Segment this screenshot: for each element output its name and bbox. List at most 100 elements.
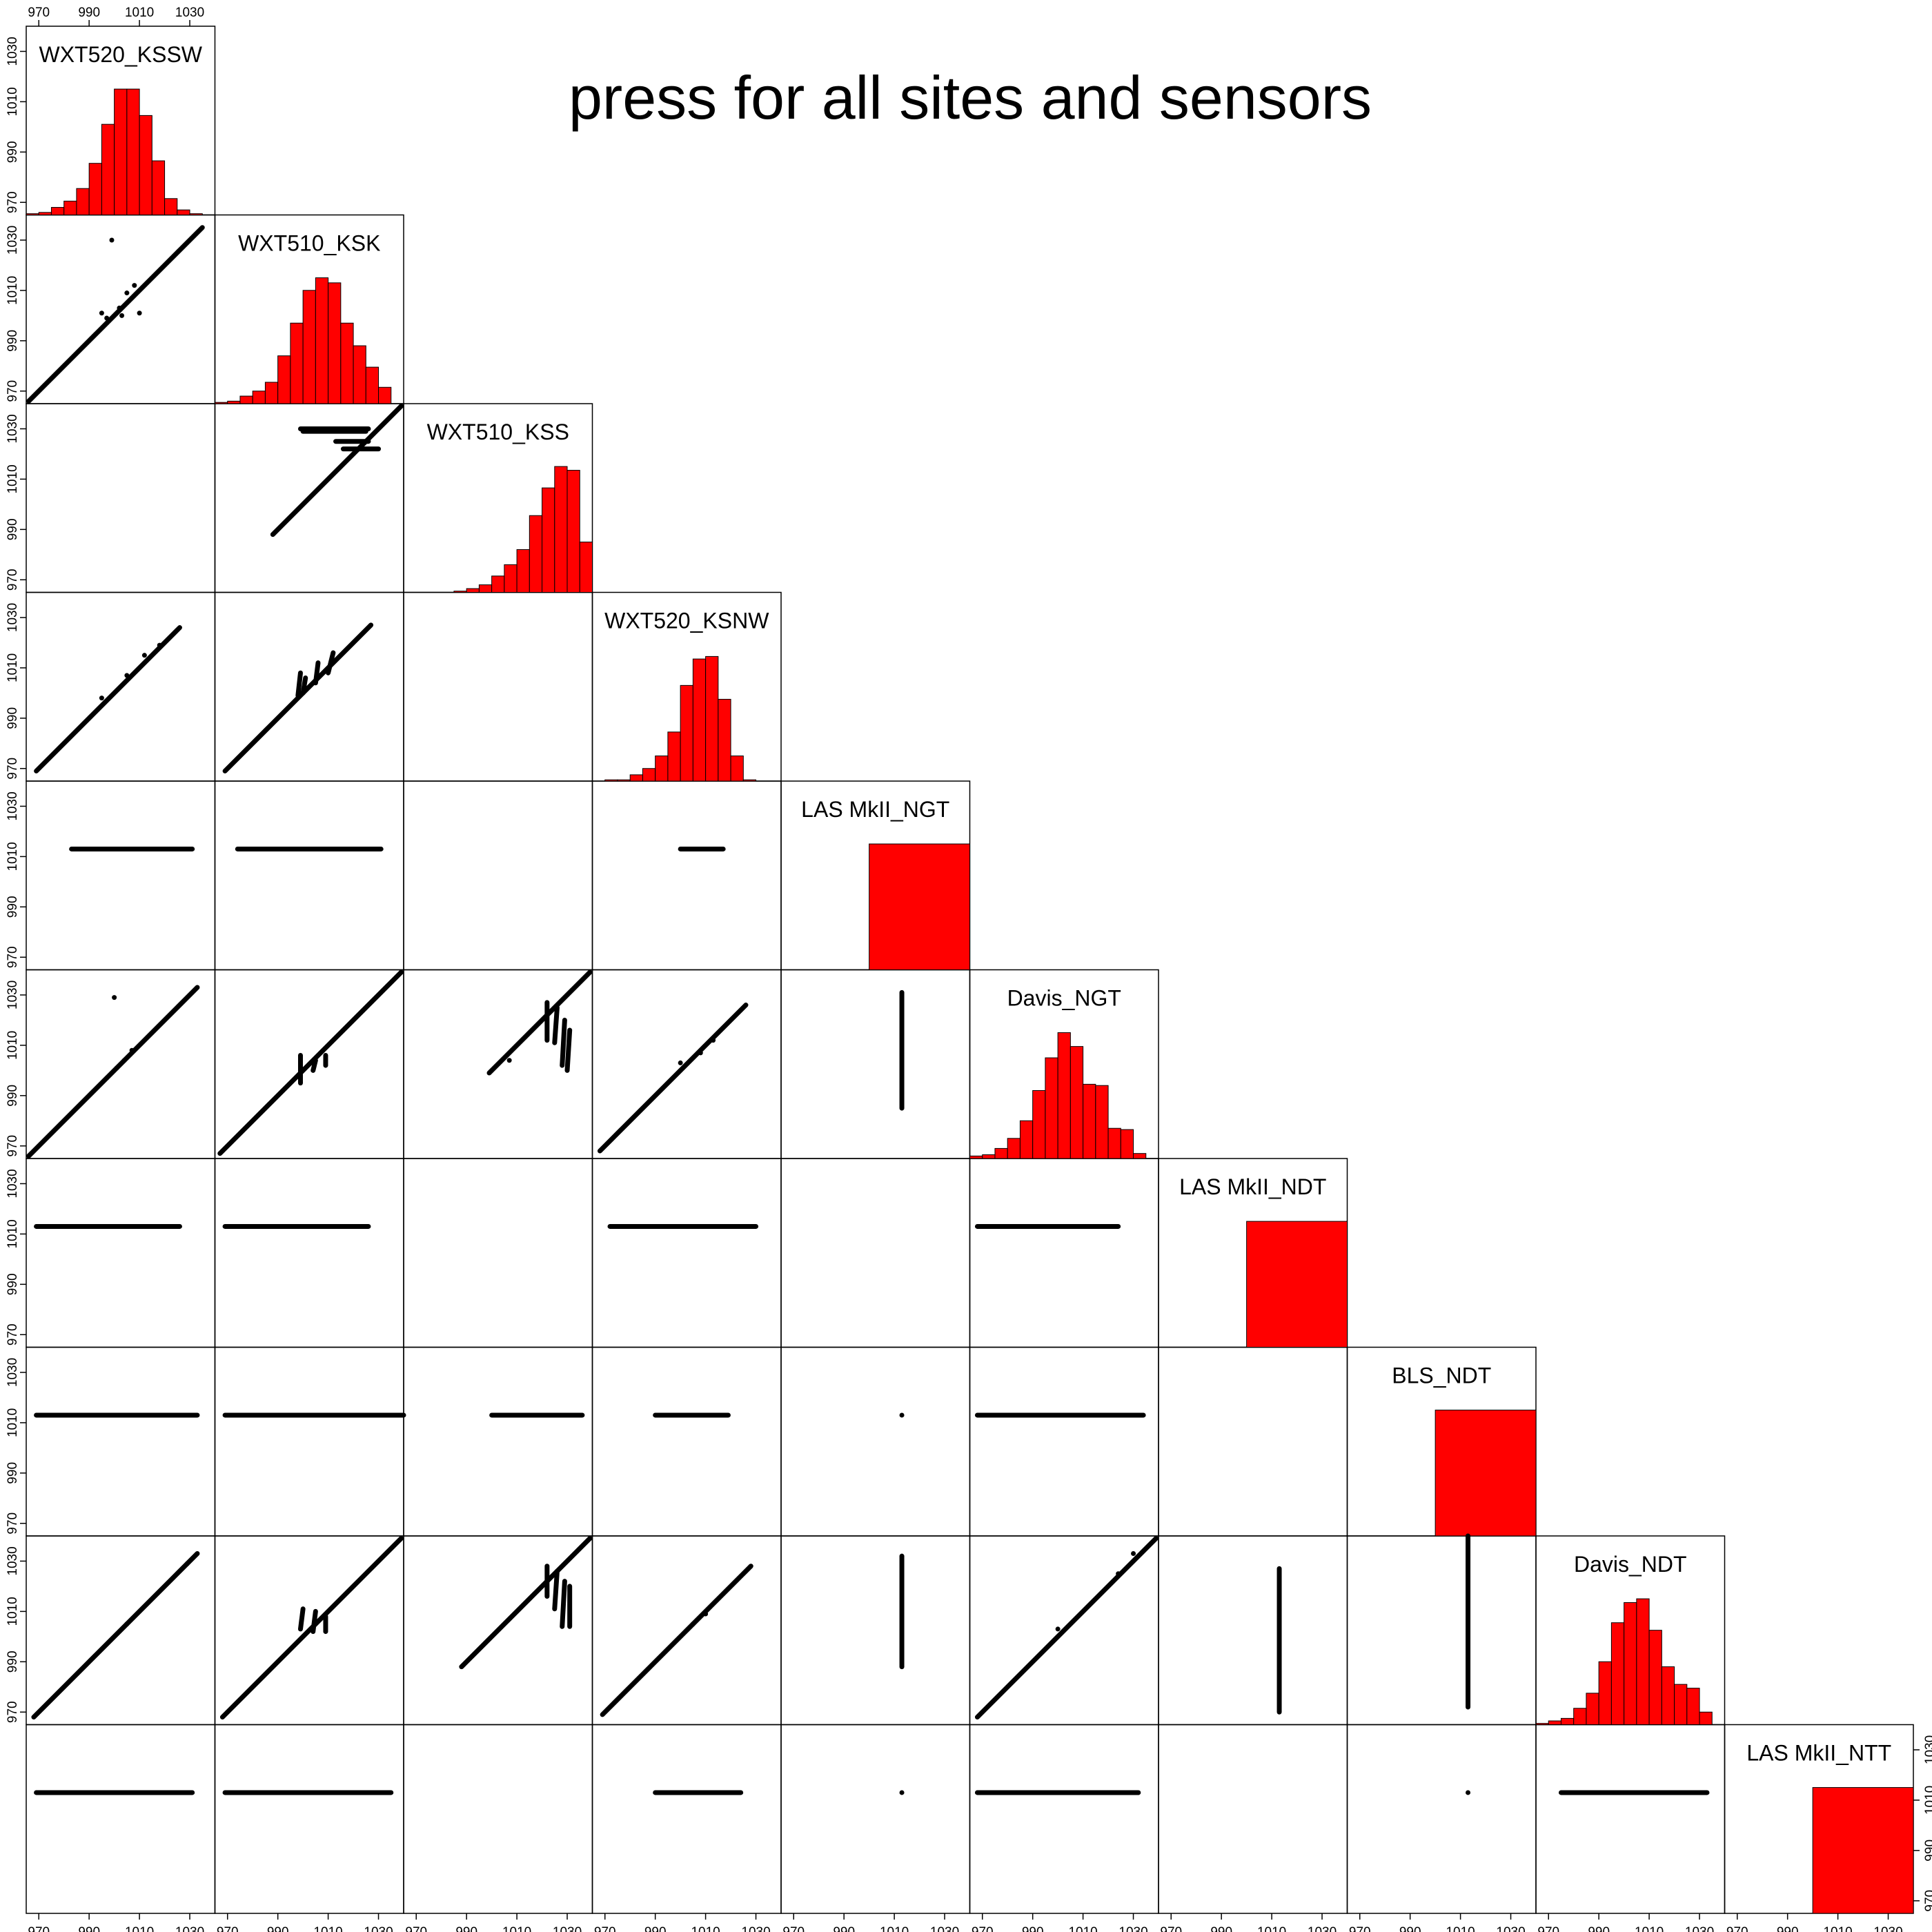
scatter-point [112, 995, 117, 1000]
top-tick-label: 1010 [125, 6, 154, 20]
histogram-bar [26, 213, 39, 215]
x-tick-label: 1010 [313, 1925, 342, 1932]
scatter-points [313, 660, 321, 686]
y-tick-label: 990 [6, 1273, 20, 1295]
variable-label: BLS_NDT [1392, 1363, 1491, 1388]
scatter-point [184, 1561, 190, 1566]
panel-frame [26, 780, 216, 971]
variable-label: WXT510_KSS [427, 420, 569, 444]
x-tick-label: 990 [78, 1925, 100, 1932]
scatter-point [114, 1065, 119, 1071]
histogram-bar [692, 658, 707, 782]
panel-frame [1158, 1724, 1348, 1914]
histogram-bar [114, 88, 128, 215]
scatter-points [310, 1608, 318, 1635]
y-tick-label: 1030 [6, 1169, 20, 1198]
y-tick-label: 1030 [6, 226, 20, 255]
x-tick-label: 970 [405, 1925, 427, 1932]
panel-frame [1346, 1535, 1537, 1726]
scatter-point [124, 290, 130, 296]
y-tick-label: 970 [6, 946, 20, 968]
scatter-points [600, 1564, 753, 1717]
scatter-points [300, 675, 308, 696]
scatter-point [698, 1050, 703, 1056]
panel-frame [26, 1346, 216, 1537]
scatter-point [104, 1075, 110, 1081]
panel-frame [1346, 1724, 1537, 1914]
histogram-bar [1636, 1598, 1650, 1725]
y-tick-label: 990 [6, 707, 20, 729]
scatter-point [137, 310, 142, 316]
x-tick-label: 970 [1726, 1925, 1748, 1932]
histogram-bar [642, 768, 656, 782]
scatter-point [157, 642, 162, 648]
y-tick-label: 990 [6, 330, 20, 352]
x-tick-label: 1010 [691, 1925, 720, 1932]
x-tick-label: 990 [1210, 1925, 1232, 1932]
panel-frame [969, 1724, 1159, 1914]
x-tick-label: 990 [644, 1925, 667, 1932]
x-tick-label: 1030 [553, 1925, 582, 1932]
panel-frame [26, 403, 216, 593]
y-tick-label: 1030 [6, 1546, 20, 1575]
top-tick-label: 1030 [175, 6, 204, 20]
histogram-bar [1057, 1032, 1071, 1159]
panel-frame [214, 1724, 404, 1914]
histogram-bar [1699, 1711, 1713, 1726]
x-tick-label: 990 [1399, 1925, 1421, 1932]
scatter-points [217, 969, 404, 1156]
y-tick-label: 1030 [1923, 1735, 1932, 1764]
scatter-point [899, 1790, 905, 1795]
x-tick-label: 1010 [1635, 1925, 1664, 1932]
y-tick-label: 1030 [6, 1358, 20, 1387]
histogram-bar [252, 391, 266, 404]
scatter-point [1055, 1626, 1061, 1632]
x-tick-label: 970 [972, 1925, 994, 1932]
y-tick-label: 1010 [6, 1031, 20, 1060]
histogram-bar [239, 395, 253, 404]
scatter-point [124, 673, 130, 678]
histogram-bar [126, 88, 140, 215]
histogram-bar [1624, 1602, 1637, 1726]
histogram-bar [680, 684, 693, 782]
histogram-bar [264, 382, 279, 404]
histogram-bar [1610, 1622, 1625, 1725]
y-tick-label: 1030 [6, 980, 20, 1009]
histogram-bar [1107, 1127, 1121, 1159]
x-tick-label: 970 [782, 1925, 805, 1932]
scatter-points [326, 650, 336, 676]
histogram-bar [189, 213, 203, 215]
scatter-point [1131, 1551, 1136, 1557]
histogram-bar [629, 774, 643, 782]
y-tick-label: 1010 [1923, 1786, 1932, 1815]
scatter-points [974, 1536, 1159, 1720]
histogram-bar [554, 466, 568, 593]
scatter-point [141, 653, 147, 658]
histogram-bar [50, 207, 65, 216]
histogram-bar [730, 756, 744, 782]
histogram-bar [1095, 1085, 1109, 1159]
panel-frame [780, 1724, 971, 1914]
y-tick-label: 970 [6, 1323, 20, 1346]
y-tick-label: 970 [6, 380, 20, 402]
panel-frame [591, 1724, 782, 1914]
histogram-bar [164, 198, 178, 216]
variable-label: WXT520_KSSW [39, 42, 202, 67]
variable-label: WXT520_KSNW [604, 609, 769, 633]
panel-frame [780, 969, 971, 1159]
histogram-bar [290, 322, 304, 404]
histogram-bar [1133, 1153, 1147, 1159]
x-tick-label: 990 [1022, 1925, 1044, 1932]
panel-frame [214, 1346, 404, 1537]
x-tick-label: 1010 [1823, 1925, 1852, 1932]
histogram-bar [504, 564, 518, 593]
scatter-point [132, 283, 137, 288]
x-tick-label: 970 [1537, 1925, 1559, 1932]
variable-label: WXT510_KSK [238, 231, 380, 256]
panel-frame [403, 780, 593, 971]
panel-frame [591, 780, 782, 971]
histogram-bar [1019, 1120, 1034, 1159]
scatter-points [26, 225, 205, 404]
histogram-bar [566, 470, 580, 593]
